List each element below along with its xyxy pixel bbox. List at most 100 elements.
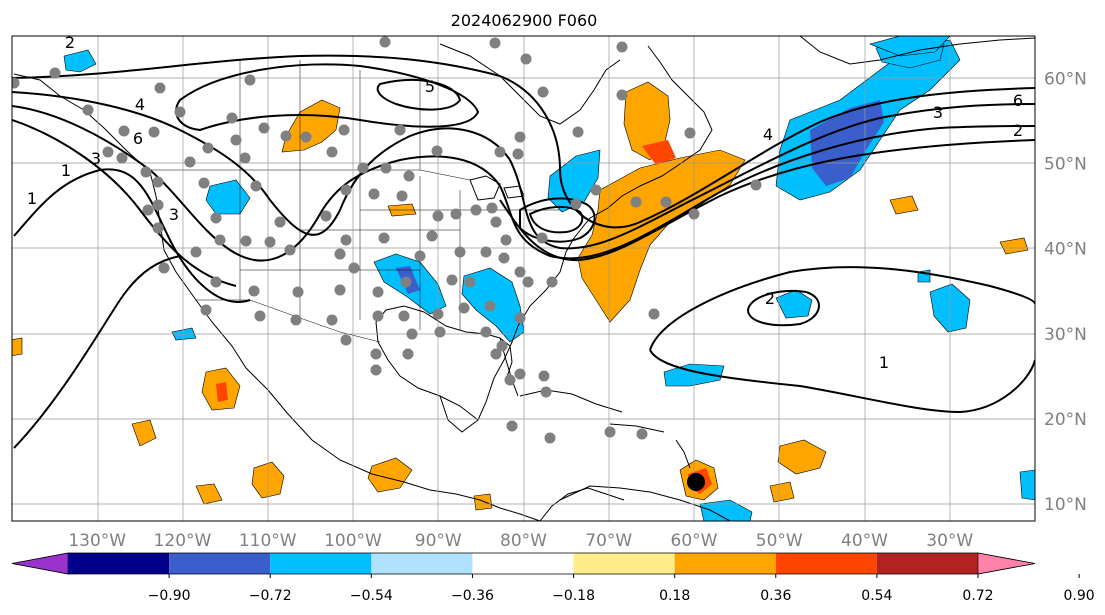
latitude-tick-label: 30°N [1044, 325, 1087, 345]
latitude-tick-label: 60°N [1044, 70, 1087, 90]
station-marker [230, 134, 242, 146]
station-marker [396, 190, 408, 202]
colorbar [11, 552, 1036, 575]
station-marker [458, 302, 470, 314]
station-marker [470, 204, 482, 216]
station-marker [431, 145, 443, 157]
station-marker [300, 131, 312, 143]
contour-jet-4 [12, 119, 237, 287]
station-marker [49, 67, 61, 79]
station-marker [490, 216, 502, 228]
positive-anomaly-small-1 [131, 419, 157, 447]
station-marker [480, 246, 492, 258]
station-marker [210, 212, 222, 224]
gulf-coast [375, 305, 513, 421]
station-marker [250, 180, 262, 192]
station-marker [202, 142, 214, 154]
longitude-tick-label: 110°W [239, 531, 297, 551]
station-marker [684, 127, 696, 139]
colorbar-outline [11, 552, 1036, 575]
station-marker [498, 252, 510, 264]
station-marker [334, 284, 346, 296]
contour-low-inner [376, 79, 462, 111]
contour-jet-5 [499, 139, 1035, 262]
caribbean-islands [519, 389, 691, 469]
yucatan-coast [439, 395, 479, 433]
hudson-bay-shore [439, 43, 621, 125]
station-marker [292, 286, 304, 298]
station-marker [226, 112, 238, 124]
longitude-tick-label: 40°W [841, 531, 888, 551]
longitude-tick-label: 50°W [756, 531, 803, 551]
station-marker [514, 266, 526, 278]
station-marker [378, 232, 390, 244]
negative-anomaly-west-coast [63, 49, 97, 73]
latitude-tick-label: 50°N [1044, 155, 1087, 175]
station-marker [264, 236, 276, 248]
station-marker [570, 198, 582, 210]
station-marker [326, 314, 338, 326]
station-marker [368, 188, 380, 200]
latitude-tick-label: 10°N [1044, 495, 1087, 515]
station-markers [12, 36, 762, 444]
negative-anomaly-northeast-corner [869, 36, 951, 57]
station-marker [320, 210, 332, 222]
station-marker [274, 216, 286, 228]
station-marker [142, 204, 154, 216]
station-marker [494, 146, 506, 158]
colorbar-tick-label: −0.72 [249, 588, 292, 604]
latitude-tick-labels: 60°N 50°N 40°N 30°N 20°N 10°N [1044, 70, 1087, 515]
station-marker [660, 196, 672, 208]
longitude-tick-label: 60°W [671, 531, 718, 551]
station-marker [102, 146, 114, 158]
station-marker [258, 122, 270, 134]
station-marker [284, 244, 296, 256]
colorbar-tick-label: −0.36 [451, 588, 494, 604]
station-marker [326, 146, 338, 158]
station-marker [636, 428, 648, 440]
north-america-west-coast [13, 73, 541, 521]
contour-label: 2 [65, 33, 75, 52]
colorbar-segment [775, 553, 877, 574]
station-marker [426, 230, 438, 242]
colorbar-tick-label: 0.18 [659, 588, 690, 604]
latitude-tick-label: 20°N [1044, 410, 1087, 430]
negative-anomaly-near-hurricane [699, 499, 753, 521]
station-marker [184, 156, 196, 168]
latitude-tick-label: 40°N [1044, 240, 1087, 260]
contour-south-1 [13, 255, 181, 449]
contour-label: 2 [1013, 121, 1023, 140]
red-anomaly-pacific [216, 382, 228, 402]
colorbar-tick-label: 0.54 [861, 588, 892, 604]
station-marker [648, 308, 660, 320]
longitude-tick-labels: 130°W 120°W 110°W 100°W 90°W 80°W 70°W 60°W 50°W… [68, 531, 973, 551]
colorbar-tick-label: 0.36 [760, 588, 791, 604]
contour-label-group: 2 4 6 3 1 5 6 3 2 4 2 1 1 3 [27, 33, 1023, 372]
station-marker [434, 326, 446, 338]
map-frame [11, 35, 1036, 522]
red-anomaly-quebec [642, 140, 676, 165]
station-marker [380, 162, 392, 174]
station-marker [454, 246, 466, 258]
station-marker [750, 179, 762, 191]
contour-label: 3 [169, 205, 179, 224]
station-marker [500, 234, 512, 246]
station-marker [506, 420, 518, 432]
positive-anomaly-small-3 [889, 195, 919, 215]
station-marker [538, 370, 550, 382]
station-marker [214, 234, 226, 246]
station-marker [514, 131, 526, 143]
station-marker [514, 312, 526, 324]
station-marker [370, 348, 382, 360]
station-marker [338, 124, 350, 136]
station-marker [210, 276, 222, 288]
station-marker [540, 386, 552, 398]
station-marker [370, 364, 382, 376]
station-marker [118, 125, 130, 137]
station-marker [520, 53, 532, 65]
contour-low-northwest [175, 63, 480, 132]
station-marker [446, 274, 458, 286]
station-marker [240, 235, 252, 247]
positive-anomaly-gulf-of-mexico [367, 457, 413, 493]
station-marker [340, 184, 352, 196]
